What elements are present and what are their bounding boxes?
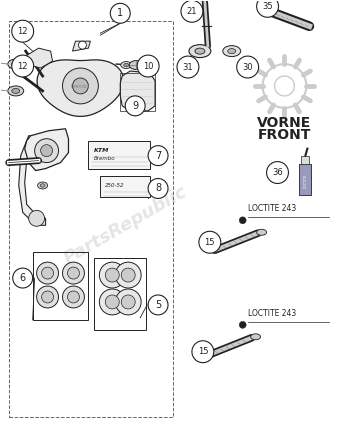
Circle shape xyxy=(37,286,58,308)
Polygon shape xyxy=(72,41,90,51)
Ellipse shape xyxy=(223,46,241,57)
Text: 9: 9 xyxy=(132,101,138,111)
Circle shape xyxy=(148,179,168,198)
Text: VORNE: VORNE xyxy=(258,116,311,130)
Circle shape xyxy=(267,161,288,183)
Circle shape xyxy=(237,56,259,78)
Circle shape xyxy=(115,262,141,288)
Text: 15: 15 xyxy=(205,238,215,247)
Circle shape xyxy=(192,341,214,363)
Ellipse shape xyxy=(261,6,275,15)
Circle shape xyxy=(63,286,85,308)
Ellipse shape xyxy=(189,44,211,58)
Circle shape xyxy=(121,295,135,309)
Circle shape xyxy=(78,41,86,49)
Circle shape xyxy=(12,20,34,42)
Circle shape xyxy=(137,55,159,77)
Text: PartsRepublic: PartsRepublic xyxy=(61,183,190,268)
Circle shape xyxy=(41,145,53,157)
Circle shape xyxy=(13,268,33,288)
Circle shape xyxy=(256,0,278,17)
Bar xyxy=(100,176,150,198)
Ellipse shape xyxy=(121,62,132,69)
Circle shape xyxy=(29,210,45,226)
Text: 10: 10 xyxy=(143,62,153,70)
Text: 31: 31 xyxy=(183,62,193,72)
Text: FRONT: FRONT xyxy=(258,128,311,142)
Bar xyxy=(88,141,150,169)
Ellipse shape xyxy=(129,61,143,70)
Polygon shape xyxy=(37,60,124,117)
Text: 12: 12 xyxy=(17,27,28,36)
Circle shape xyxy=(35,139,58,163)
Ellipse shape xyxy=(195,48,205,54)
Circle shape xyxy=(12,55,34,77)
Circle shape xyxy=(99,262,125,288)
Circle shape xyxy=(115,289,141,315)
Text: 250-52: 250-52 xyxy=(105,183,125,188)
Circle shape xyxy=(148,295,168,315)
Text: 30: 30 xyxy=(242,62,253,72)
Ellipse shape xyxy=(251,334,261,340)
Text: 12: 12 xyxy=(17,62,28,70)
Text: 35: 35 xyxy=(262,2,273,11)
Ellipse shape xyxy=(228,49,236,54)
Circle shape xyxy=(177,56,199,78)
Text: KTM: KTM xyxy=(93,148,109,153)
Circle shape xyxy=(68,291,79,303)
Polygon shape xyxy=(19,136,46,225)
Circle shape xyxy=(181,0,203,22)
Circle shape xyxy=(199,231,221,253)
Ellipse shape xyxy=(256,229,267,235)
Circle shape xyxy=(125,96,145,116)
Circle shape xyxy=(37,262,58,284)
Text: Brembo: Brembo xyxy=(71,84,90,89)
Circle shape xyxy=(63,68,98,104)
Bar xyxy=(33,252,88,320)
Circle shape xyxy=(148,146,168,165)
Text: Brembo: Brembo xyxy=(93,156,115,161)
Ellipse shape xyxy=(40,184,45,187)
Ellipse shape xyxy=(8,59,24,69)
Text: LOCTITE 243: LOCTITE 243 xyxy=(248,309,296,318)
Polygon shape xyxy=(120,71,155,111)
Circle shape xyxy=(72,78,88,94)
Ellipse shape xyxy=(124,63,129,67)
Text: 21: 21 xyxy=(187,7,197,16)
Circle shape xyxy=(63,262,85,284)
Bar xyxy=(94,258,146,330)
Ellipse shape xyxy=(12,62,20,66)
Circle shape xyxy=(239,321,246,328)
Bar xyxy=(120,73,155,111)
Bar xyxy=(299,164,311,195)
Text: 1: 1 xyxy=(117,8,123,18)
Circle shape xyxy=(105,295,119,309)
Polygon shape xyxy=(25,129,69,171)
Text: LOCTITE: LOCTITE xyxy=(303,173,307,188)
Circle shape xyxy=(68,267,79,279)
Text: 5: 5 xyxy=(155,300,161,310)
Bar xyxy=(9,21,173,418)
Text: 15: 15 xyxy=(198,347,208,356)
Circle shape xyxy=(99,289,125,315)
Circle shape xyxy=(110,4,130,23)
Polygon shape xyxy=(26,48,53,68)
Ellipse shape xyxy=(38,182,48,189)
Circle shape xyxy=(121,268,135,282)
Text: 6: 6 xyxy=(19,273,26,283)
Bar xyxy=(301,156,309,164)
Text: 8: 8 xyxy=(155,183,161,194)
Text: 7: 7 xyxy=(155,150,161,161)
Circle shape xyxy=(239,217,246,224)
Circle shape xyxy=(105,268,119,282)
Ellipse shape xyxy=(12,88,20,93)
Circle shape xyxy=(42,291,54,303)
Text: LOCTITE 243: LOCTITE 243 xyxy=(248,204,296,213)
Text: 36: 36 xyxy=(272,168,283,177)
Circle shape xyxy=(42,267,54,279)
Ellipse shape xyxy=(8,86,24,96)
